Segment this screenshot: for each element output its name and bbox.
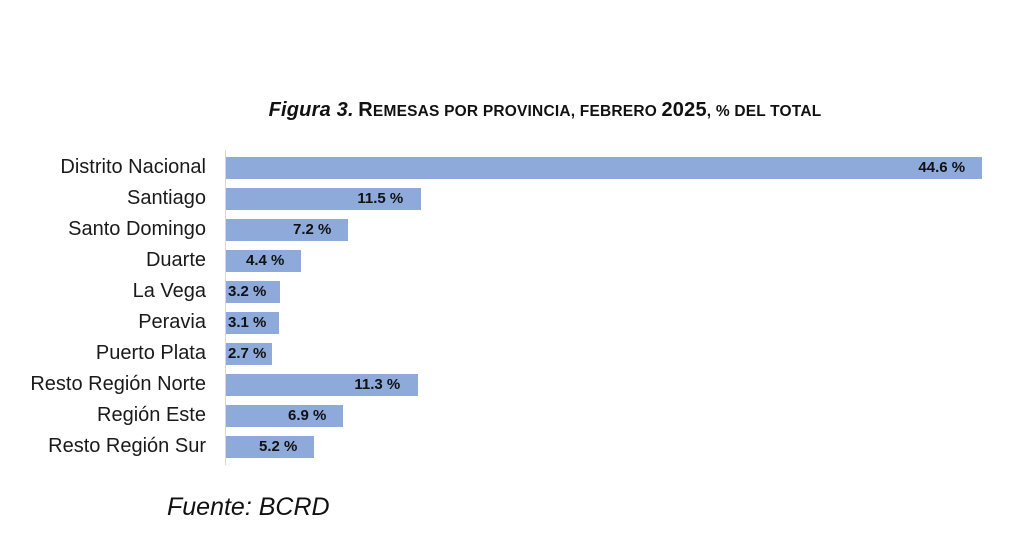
title-year: 2025 bbox=[661, 99, 707, 121]
value-label: 7.2 % bbox=[293, 221, 332, 238]
bar-row: Resto Región Norte 11.3 % bbox=[0, 369, 1024, 400]
bar-row: Resto Región Sur 5.2 % bbox=[0, 431, 1024, 462]
bar-row: Distrito Nacional 44.6 % bbox=[0, 152, 1024, 183]
category-label: Resto Región Sur bbox=[48, 435, 206, 457]
bar-row: Duarte 4.4 % bbox=[0, 245, 1024, 276]
figure-number: Figura 3. bbox=[268, 99, 354, 121]
category-label: La Vega bbox=[132, 280, 206, 302]
category-label: Región Este bbox=[97, 404, 206, 426]
value-label: 11.3 % bbox=[354, 376, 401, 393]
bar-row: Santo Domingo 7.2 % bbox=[0, 214, 1024, 245]
value-label: 2.7 % bbox=[228, 345, 267, 362]
bar-row: Santiago 11.5 % bbox=[0, 183, 1024, 214]
value-label: 4.4 % bbox=[246, 252, 285, 269]
category-label: Duarte bbox=[145, 249, 206, 271]
bar bbox=[226, 343, 272, 365]
value-label: 3.1 % bbox=[228, 314, 267, 331]
category-label: Santiago bbox=[127, 187, 206, 209]
value-label: 44.6 % bbox=[918, 159, 966, 176]
value-label: 6.9 % bbox=[288, 407, 327, 424]
bar bbox=[226, 219, 348, 241]
bar bbox=[226, 188, 421, 210]
bar bbox=[226, 250, 301, 272]
category-label: Puerto Plata bbox=[95, 342, 206, 364]
category-label: Santo Domingo bbox=[68, 218, 206, 240]
source-note: Fuente: BCRD bbox=[167, 493, 330, 521]
value-label: 11.5 % bbox=[357, 190, 404, 207]
bar bbox=[226, 157, 982, 179]
bar bbox=[226, 312, 279, 334]
bar bbox=[226, 436, 314, 458]
y-axis-line bbox=[225, 150, 226, 465]
chart-title: Figura 3. REMESAS POR PROVINCIA, FEBRERO… bbox=[0, 99, 1024, 122]
value-label: 5.2 % bbox=[259, 438, 298, 455]
bar-row: Peravia 3.1 % bbox=[0, 307, 1024, 338]
bar-row: Puerto Plata 2.7 % bbox=[0, 338, 1024, 369]
category-label: Resto Región Norte bbox=[30, 373, 206, 395]
title-text: REMESAS POR PROVINCIA, FEBRERO bbox=[358, 99, 657, 121]
bar bbox=[226, 281, 280, 303]
category-label: Distrito Nacional bbox=[60, 156, 206, 178]
bar-row: La Vega 3.2 % bbox=[0, 276, 1024, 307]
title-rest: , % DEL TOTAL bbox=[706, 103, 822, 120]
bar bbox=[226, 374, 418, 396]
bar-row: Región Este 6.9 % bbox=[0, 400, 1024, 431]
bar bbox=[226, 405, 343, 427]
category-label: Peravia bbox=[138, 311, 206, 333]
value-label: 3.2 % bbox=[228, 283, 267, 300]
